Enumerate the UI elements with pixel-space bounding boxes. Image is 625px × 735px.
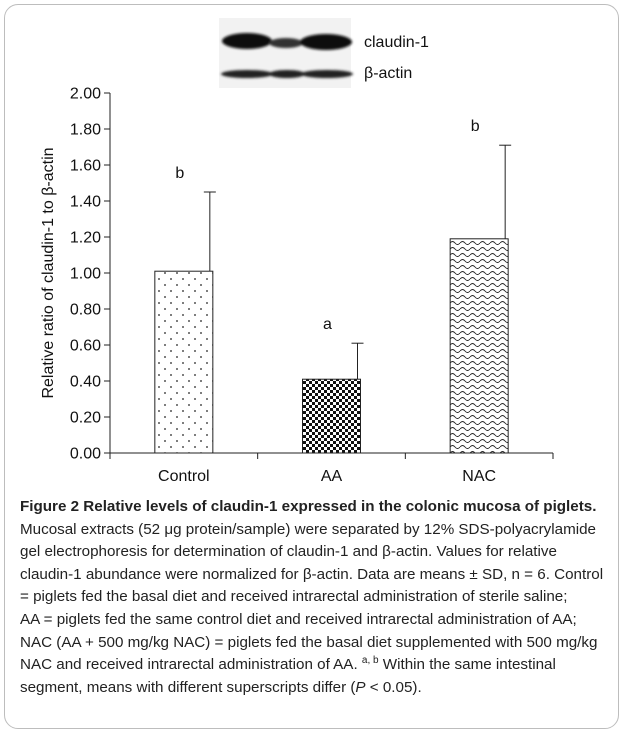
bar-nac: [449, 238, 509, 454]
caption-body-2: AA = piglets fed the same control diet a…: [20, 610, 598, 674]
y-ticks: [104, 92, 110, 454]
y-axis-label: Relative ratio of claudin-1 to β-actin: [40, 147, 57, 398]
letter-control: b: [175, 165, 184, 182]
caption-paragraph-1: Figure 2 Relative levels of claudin-1 ex…: [20, 496, 612, 609]
y-tick-label: 2.00: [70, 86, 101, 103]
x-tick-labels: Control AA NAC: [158, 468, 496, 485]
letter-nac: b: [471, 118, 480, 135]
y-tick-label: 0.00: [70, 446, 101, 463]
y-tick-label: 0.20: [70, 410, 101, 427]
error-bars: [203, 144, 512, 380]
significance-letters: b a b: [175, 118, 479, 333]
caption-title: Figure 2 Relative levels of claudin-1 ex…: [20, 498, 597, 515]
caption-body-3: Within the same intestinal segment, mean…: [20, 656, 556, 696]
bars: [154, 238, 509, 454]
error-bar-control: [203, 191, 216, 272]
blot-label-actin: β-actin: [364, 65, 412, 82]
x-tick-label-aa: AA: [321, 468, 343, 485]
figure-frame: [4, 4, 619, 729]
blot-label-claudin: claudin-1: [364, 34, 429, 51]
bar-chart: claudin-1 β-actin Relative ratio of clau…: [40, 18, 554, 485]
letter-aa: a: [323, 316, 332, 333]
bar-control: [154, 270, 214, 454]
caption-superscript: a, b: [361, 655, 379, 667]
x-ticks: [109, 453, 554, 459]
figure-caption: Figure 2 Relative levels of claudin-1 ex…: [20, 496, 612, 699]
error-bar-aa: [351, 342, 364, 380]
x-tick-label-control: Control: [158, 468, 210, 485]
y-tick-label: 0.60: [70, 338, 101, 355]
caption-p-symbol: P: [355, 678, 366, 696]
y-tick-label: 1.60: [70, 158, 101, 175]
x-tick-label-nac: NAC: [462, 468, 496, 485]
error-bar-nac: [499, 144, 512, 239]
beta-actin-band-row: [221, 70, 353, 78]
caption-body-1: Mucosal extracts (52 μg protein/sample) …: [20, 520, 604, 606]
y-tick-label: 0.40: [70, 374, 101, 391]
caption-body-4: < 0.05).: [365, 678, 422, 696]
y-tick-label: 1.20: [70, 230, 101, 247]
y-tick-label: 1.00: [70, 266, 101, 283]
bar-aa: [302, 378, 361, 454]
caption-paragraph-2: AA = piglets fed the same control diet a…: [20, 609, 612, 699]
western-blot: claudin-1 β-actin: [219, 18, 429, 88]
y-tick-label: 0.80: [70, 302, 101, 319]
claudin-1-band-row: [222, 33, 352, 50]
y-tick-labels: 0.00 0.20 0.40 0.60 0.80 1.00 1.20 1.40 …: [70, 86, 101, 463]
y-tick-label: 1.80: [70, 122, 101, 139]
y-tick-label: 1.40: [70, 194, 101, 211]
